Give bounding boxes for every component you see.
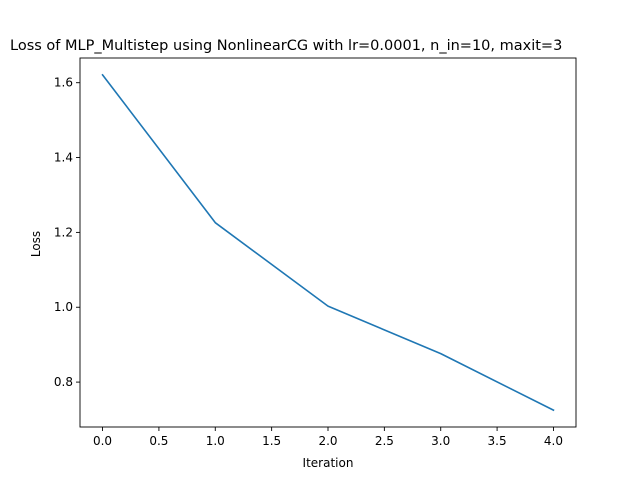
y-tick-label: 1.4 [54, 151, 73, 165]
y-tick-label: 0.8 [54, 375, 73, 389]
x-tick-label: 3.0 [431, 434, 450, 448]
x-tick-label: 2.5 [375, 434, 394, 448]
x-tick-label: 1.5 [262, 434, 281, 448]
chart-title: Loss of MLP_Multistep using NonlinearCG … [10, 38, 562, 54]
x-tick-label: 4.0 [544, 434, 563, 448]
y-tick-label: 1.6 [54, 76, 73, 90]
y-tick-label: 1.0 [54, 300, 73, 314]
x-axis-label: Iteration [303, 456, 354, 470]
x-tick-label: 2.0 [318, 434, 337, 448]
plot-area: 0.0 0.5 1.0 1.5 2.0 2.5 3.0 3.5 4.0 0.8 1.0 1.2 1.4 1… [54, 57, 577, 448]
x-tick-label: 1.0 [206, 434, 225, 448]
x-tick-label: 0.0 [93, 434, 112, 448]
x-tick-label: 3.5 [488, 434, 507, 448]
y-tick-label: 1.2 [54, 225, 73, 239]
x-tick-label: 0.5 [149, 434, 168, 448]
y-axis-label: Loss [29, 231, 43, 257]
